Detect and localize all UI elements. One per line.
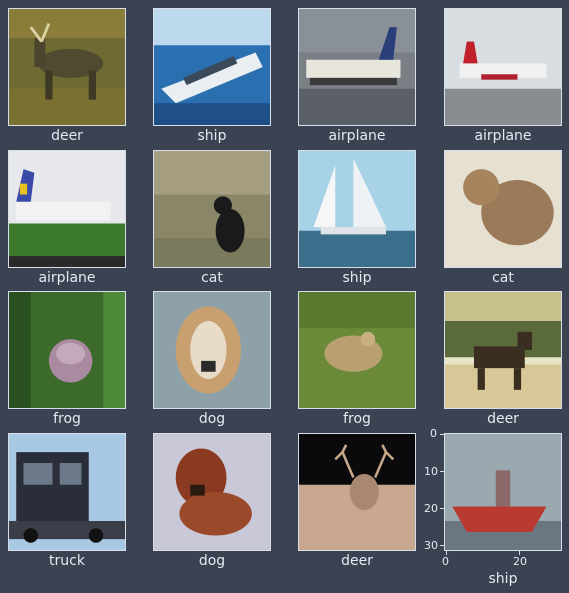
y-tick-label: 10	[424, 465, 438, 478]
tile-label: cat	[492, 270, 514, 286]
deer-image	[298, 433, 416, 551]
y-tick-mark	[440, 545, 444, 546]
airplane-image	[8, 150, 126, 268]
frog-image	[298, 291, 416, 409]
ship-image	[444, 433, 562, 551]
tile-label: ship	[488, 571, 518, 587]
y-tick-label: 30	[424, 539, 438, 552]
tile-label: ship	[197, 128, 227, 144]
tile-label: ship	[342, 270, 372, 286]
dog-image	[153, 291, 271, 409]
x-tick-mark	[446, 551, 447, 555]
x-tick-label: 20	[513, 555, 527, 568]
ship-image	[298, 150, 416, 268]
ship-image	[153, 8, 271, 126]
airplane-image	[444, 8, 562, 126]
tile-label: deer	[487, 411, 519, 427]
x-tick-mark	[519, 551, 520, 555]
dog-image	[153, 433, 271, 551]
y-tick-label: 0	[430, 427, 437, 440]
tile-label: deer	[341, 553, 373, 569]
tile-label: dog	[198, 553, 226, 569]
tile-label: deer	[51, 128, 83, 144]
tile-label: airplane	[328, 128, 386, 144]
tile-label: airplane	[38, 270, 96, 286]
tile-label: airplane	[474, 128, 532, 144]
tile-label: frog	[343, 411, 371, 427]
tile-label: cat	[201, 270, 223, 286]
cat-image	[153, 150, 271, 268]
x-tick-label: 0	[442, 555, 449, 568]
deer-image	[8, 8, 126, 126]
y-tick-mark	[440, 508, 444, 509]
y-tick-mark	[440, 471, 444, 472]
deer-image	[444, 291, 562, 409]
tile-label: frog	[53, 411, 81, 427]
airplane-image	[298, 8, 416, 126]
cat-image	[444, 150, 562, 268]
truck-image	[8, 433, 126, 551]
tile-label: dog	[198, 411, 226, 427]
y-tick-label: 20	[424, 502, 438, 515]
y-tick-mark	[440, 434, 444, 435]
tile-label: truck	[49, 553, 85, 569]
frog-image	[8, 291, 126, 409]
